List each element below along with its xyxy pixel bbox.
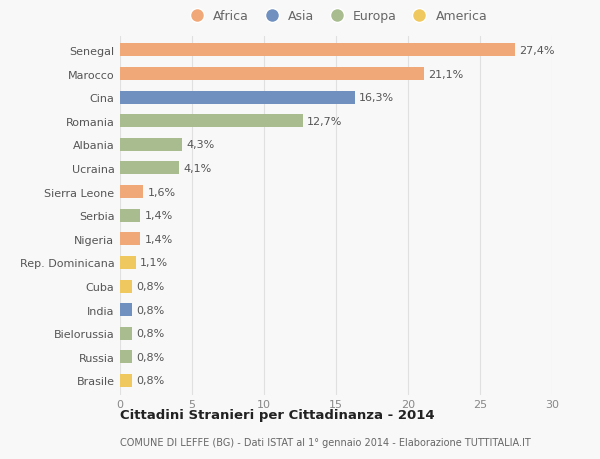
Text: 0,8%: 0,8% — [136, 281, 164, 291]
Legend: Africa, Asia, Europa, America: Africa, Asia, Europa, America — [181, 6, 491, 27]
Text: 16,3%: 16,3% — [359, 93, 394, 103]
Bar — [120, 280, 131, 293]
Text: 1,1%: 1,1% — [140, 258, 168, 268]
Bar — [120, 115, 303, 128]
Bar — [120, 91, 355, 105]
Bar — [120, 186, 143, 199]
Text: 0,8%: 0,8% — [136, 352, 164, 362]
Bar — [120, 68, 424, 81]
Bar — [120, 139, 182, 151]
Bar — [120, 209, 140, 222]
Text: 0,8%: 0,8% — [136, 305, 164, 315]
Text: 27,4%: 27,4% — [519, 46, 554, 56]
Text: 0,8%: 0,8% — [136, 329, 164, 338]
Text: 21,1%: 21,1% — [428, 69, 463, 79]
Text: 4,1%: 4,1% — [184, 163, 212, 174]
Text: Cittadini Stranieri per Cittadinanza - 2014: Cittadini Stranieri per Cittadinanza - 2… — [120, 408, 434, 421]
Bar — [120, 374, 131, 387]
Text: 1,6%: 1,6% — [148, 187, 175, 197]
Bar — [120, 303, 131, 316]
Bar — [120, 162, 179, 175]
Bar — [120, 45, 515, 57]
Text: 0,8%: 0,8% — [136, 375, 164, 386]
Bar — [120, 327, 131, 340]
Text: COMUNE DI LEFFE (BG) - Dati ISTAT al 1° gennaio 2014 - Elaborazione TUTTITALIA.I: COMUNE DI LEFFE (BG) - Dati ISTAT al 1° … — [120, 437, 531, 447]
Text: 1,4%: 1,4% — [145, 234, 173, 244]
Text: 4,3%: 4,3% — [186, 140, 214, 150]
Text: 12,7%: 12,7% — [307, 117, 343, 127]
Bar — [120, 233, 140, 246]
Bar — [120, 257, 136, 269]
Bar — [120, 351, 131, 364]
Text: 1,4%: 1,4% — [145, 211, 173, 221]
